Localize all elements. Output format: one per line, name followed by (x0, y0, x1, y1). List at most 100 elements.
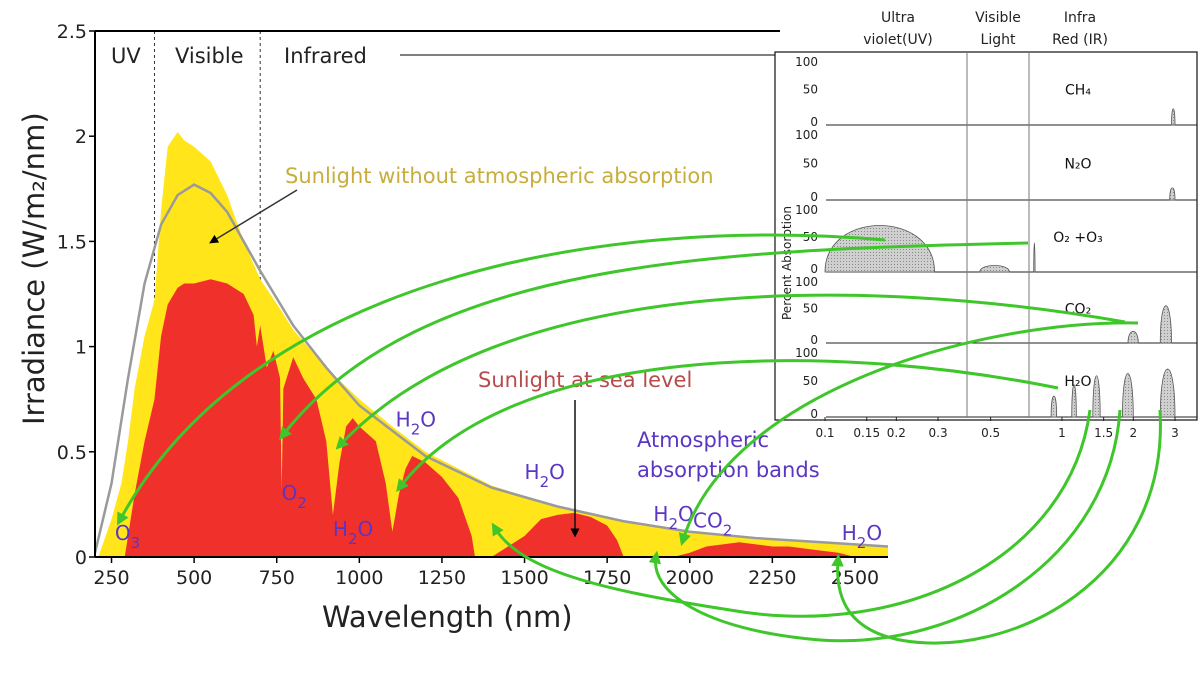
inset-absorption-band (979, 265, 1010, 273)
arrow-o2 (279, 241, 1029, 440)
inset-y-tick: 50 (803, 83, 818, 97)
x-tick-label: 2500 (831, 567, 879, 589)
inset-absorption-band (1050, 395, 1058, 418)
green-arrows (116, 233, 1162, 645)
inset-y-tick: 50 (803, 374, 818, 388)
inset-gas-label: O₂ +O₃ (1053, 230, 1102, 246)
inset-x-tick-label: 1.5 (1094, 426, 1113, 440)
molecule-label: H2O (396, 408, 436, 439)
inset-gas-label: N₂O (1064, 157, 1091, 173)
inset-x-tick-label: 2 (1129, 426, 1137, 440)
main-chart: 250 500 750 1000 1250 1500 1750 2000 2250 2500 00… (17, 21, 889, 634)
y-axis-title: Irradiance (W/m₂/nm) (17, 112, 51, 425)
inset-absorption-band (1071, 384, 1077, 418)
inset-region-labels: Ultra violet(UV) Visible Light Infra Red (IR) (863, 10, 1108, 48)
inset-absorption-band (1122, 373, 1134, 418)
x-tick-label: 1250 (418, 567, 466, 589)
annotation-no-atmosphere: Sunlight without atmospheric absorption (285, 164, 714, 188)
inset-panel-0: CH₄ 100 50 0 (795, 52, 1197, 129)
x-tick-label: 2250 (748, 567, 796, 589)
inset-y-tick: 0 (810, 115, 818, 129)
inset-gas-label: CH₄ (1065, 83, 1091, 99)
y-tick-label: 2.5 (57, 21, 87, 43)
inset-region-label: Visible (975, 10, 1021, 26)
inset-region-label: Infra (1064, 10, 1096, 26)
arrow-o3 (116, 233, 886, 526)
x-ticks: 250 500 750 1000 1250 1500 1750 2000 2250 2500 (93, 557, 879, 589)
molecule-label: H2O (653, 502, 693, 533)
x-tick-label: 250 (93, 567, 129, 589)
y-ticks: 0 0.5 1 1.5 2 2.5 (57, 21, 95, 569)
arrow-h2o-1100 (396, 359, 1059, 492)
y-tick-label: 2 (75, 126, 87, 148)
inset-absorption-band (1159, 305, 1172, 344)
y-tick-label: 1 (75, 337, 87, 359)
arrow-h2o-1900 (648, 409, 1122, 643)
blackbody-curve (93, 183, 889, 554)
inset-region-label: Red (IR) (1052, 32, 1108, 48)
inset-absorption-band (1127, 331, 1139, 344)
band-label-visible: Visible (175, 44, 244, 68)
inset-y-title: Percent Absorption (780, 206, 794, 320)
inset-y-tick: 100 (795, 203, 818, 217)
inset-y-tick: 50 (803, 302, 818, 316)
inset-x-tick-label: 0.3 (929, 426, 948, 440)
inset-y-tick: 100 (795, 55, 818, 69)
inset-y-tick: 100 (795, 346, 818, 360)
inset-x-tick-label: 0.2 (887, 426, 906, 440)
molecule-label: CO2 (693, 509, 732, 540)
x-tick-label: 500 (176, 567, 212, 589)
band-label-infrared: Infrared (284, 44, 367, 68)
inset-absorption-band (1171, 108, 1176, 126)
inset-x-tick-label: 0.15 (853, 426, 880, 440)
arrow-co2 (678, 321, 1139, 547)
x-tick-label: 1000 (335, 567, 383, 589)
inset-y-tick: 100 (795, 128, 818, 142)
inset-y-tick: 0 (810, 190, 818, 204)
molecule-label: H2O (842, 521, 882, 552)
annotation-no-atmosphere-arrow (209, 189, 298, 244)
y-tick-label: 0.5 (57, 442, 87, 464)
annotation-bands-line1: Atmospheric (637, 428, 769, 452)
molecule-label: H2O (333, 517, 373, 548)
x-tick-label: 1500 (500, 567, 548, 589)
inset-x-tick-label: 3 (1171, 426, 1179, 440)
area-sea-level (124, 279, 889, 557)
inset-y-tick: 0 (810, 333, 818, 347)
inset-region-label: violet(UV) (863, 32, 932, 48)
annotation-sea-level: Sunlight at sea level (478, 368, 692, 392)
inset-gas-label: H₂O (1064, 374, 1091, 390)
inset-x-tick-label: 0.5 (981, 426, 1000, 440)
arrow-h2o-2600 (831, 409, 1162, 645)
inset-y-tick: 100 (795, 275, 818, 289)
band-label-uv: UV (111, 44, 141, 68)
inset-region-label: Ultra (881, 10, 915, 26)
inset-absorption-band (1159, 368, 1176, 418)
y-tick-label: 1.5 (57, 231, 87, 253)
x-tick-label: 750 (259, 567, 295, 589)
inset-x-tick-label: 0.1 (815, 426, 834, 440)
inset-panel-4: H₂O 100 50 0 (795, 343, 1197, 421)
y-tick-label: 0 (75, 547, 87, 569)
molecule-label: H2O (525, 460, 565, 491)
inset-absorption-band (1092, 375, 1101, 418)
inset-x-ticks: 0.1 0.15 0.2 0.3 0.5 1 1.5 2 3 (815, 417, 1179, 440)
inset-panel-1: N₂O 100 50 0 (795, 125, 1197, 204)
inset-y-tick: 0 (810, 262, 818, 276)
inset-y-tick: 0 (810, 407, 818, 421)
inset-y-tick: 50 (803, 157, 818, 171)
inset-x-tick-label: 1 (1058, 426, 1066, 440)
molecule-label: O2 (282, 481, 307, 512)
molecule-label: O3 (115, 521, 140, 552)
arrow-h2o-1400 (491, 409, 1092, 618)
annotation-bands-line2: absorption bands (637, 458, 820, 482)
x-tick-label: 2000 (666, 567, 714, 589)
x-axis-title: Wavelength (nm) (322, 600, 573, 634)
inset-region-label: Light (981, 32, 1016, 48)
arrow-h2o-900 (335, 293, 1126, 450)
inset-absorption-band (1169, 187, 1176, 201)
